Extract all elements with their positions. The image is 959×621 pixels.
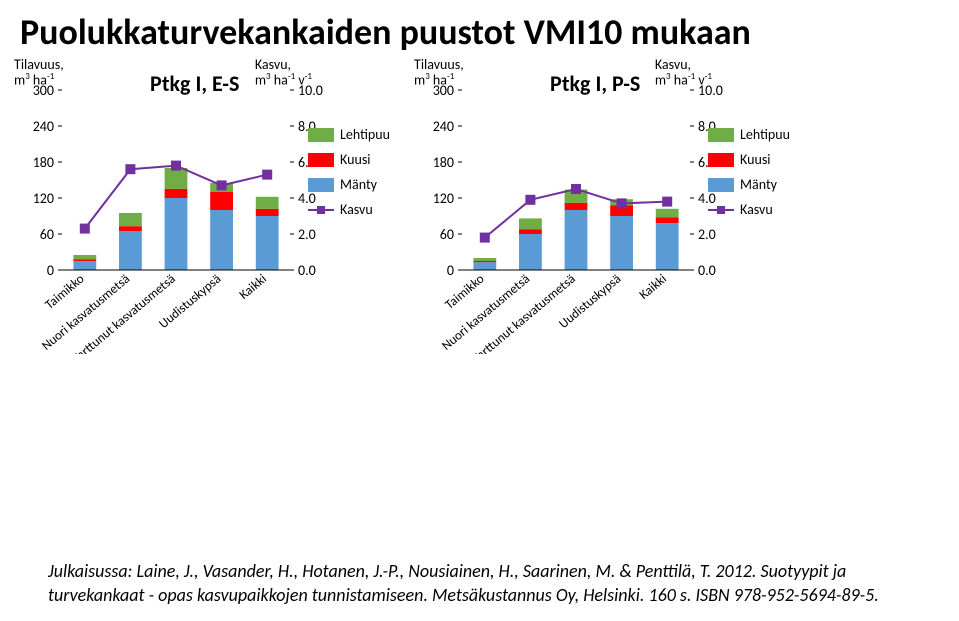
y-right-tick: 2.0 bbox=[298, 226, 316, 243]
bar-segment bbox=[210, 192, 233, 210]
y-right-label: Kasvu,m3 ha-1 v-1 bbox=[255, 58, 312, 88]
y-right-tick: 0.0 bbox=[698, 262, 716, 279]
legend: Lehtipuu Kuusi Mänty Kasvu bbox=[308, 126, 390, 226]
legend: Lehtipuu Kuusi Mänty Kasvu bbox=[708, 126, 790, 226]
bar-segment bbox=[473, 258, 496, 261]
panel-title: Ptkg I, P-S bbox=[550, 70, 640, 97]
y-left-tick: 240 bbox=[33, 118, 54, 135]
kasvu-marker bbox=[171, 161, 181, 171]
bar-segment bbox=[73, 261, 96, 270]
y-left-tick: 120 bbox=[433, 190, 454, 207]
y-left-tick: 180 bbox=[433, 154, 454, 171]
bar-segment bbox=[73, 255, 96, 259]
y-right-tick: 2.0 bbox=[698, 226, 716, 243]
legend-item-manty: Mänty bbox=[308, 176, 390, 193]
bar-segment bbox=[565, 210, 588, 270]
y-right-tick: 0.0 bbox=[298, 262, 316, 279]
y-left-tick: 0 bbox=[47, 262, 54, 279]
bar-segment bbox=[656, 217, 679, 223]
y-left-tick: 240 bbox=[433, 118, 454, 135]
chart-right: Ptkg I, P-STilavuus,m3 ha-1Kasvu,m3 ha-1… bbox=[420, 74, 780, 354]
legend-label: Kasvu bbox=[340, 201, 373, 218]
bar-segment bbox=[256, 209, 279, 216]
bar-segment bbox=[165, 168, 188, 189]
kasvu-marker bbox=[617, 198, 627, 208]
kasvu-marker bbox=[571, 184, 581, 194]
page-title: Puolukkaturvekankaiden puustot VMI10 muk… bbox=[20, 10, 939, 54]
bar-segment bbox=[119, 231, 142, 270]
y-left-tick: 120 bbox=[33, 190, 54, 207]
bar-segment bbox=[565, 203, 588, 210]
kasvu-marker bbox=[217, 180, 227, 190]
legend-label: Mänty bbox=[740, 176, 777, 193]
bar-segment bbox=[519, 234, 542, 270]
legend-label: Kuusi bbox=[340, 151, 370, 168]
bar-segment bbox=[473, 261, 496, 262]
y-left-tick: 0 bbox=[447, 262, 454, 279]
x-label: Kaikki bbox=[237, 272, 270, 303]
chart-left: Ptkg I, E-STilavuus,m3 ha-1Kasvu,m3 ha-1… bbox=[20, 74, 380, 354]
y-left-tick: 60 bbox=[440, 226, 454, 243]
bar-segment bbox=[519, 229, 542, 234]
y-left-label: Tilavuus,m3 ha-1 bbox=[14, 58, 64, 88]
legend-item-manty: Mänty bbox=[708, 176, 790, 193]
citation-text: Julkaisussa: Laine, J., Vasander, H., Ho… bbox=[48, 560, 918, 607]
legend-item-kuusi: Kuusi bbox=[708, 151, 790, 168]
kasvu-marker bbox=[662, 197, 672, 207]
legend-item-lehtipuu: Lehtipuu bbox=[708, 126, 790, 143]
kasvu-marker bbox=[525, 195, 535, 205]
legend-label: Kuusi bbox=[740, 151, 770, 168]
kasvu-marker bbox=[480, 233, 490, 243]
bar-segment bbox=[165, 189, 188, 198]
legend-item-kasvu: Kasvu bbox=[308, 201, 390, 218]
legend-label: Mänty bbox=[340, 176, 377, 193]
kasvu-marker bbox=[125, 164, 135, 174]
bar-segment bbox=[256, 197, 279, 209]
bar-segment bbox=[656, 223, 679, 270]
kasvu-marker bbox=[80, 224, 90, 234]
bar-segment bbox=[119, 226, 142, 231]
y-left-tick: 180 bbox=[33, 154, 54, 171]
legend-label: Lehtipuu bbox=[340, 126, 390, 143]
bar-segment bbox=[610, 216, 633, 270]
bar-segment bbox=[165, 198, 188, 270]
bar-segment bbox=[519, 218, 542, 229]
legend-item-lehtipuu: Lehtipuu bbox=[308, 126, 390, 143]
y-left-tick: 60 bbox=[40, 226, 54, 243]
kasvu-marker bbox=[262, 170, 272, 180]
panel-title: Ptkg I, E-S bbox=[150, 70, 239, 97]
legend-label: Lehtipuu bbox=[740, 126, 790, 143]
bar-segment bbox=[656, 209, 679, 217]
legend-label: Kasvu bbox=[740, 201, 773, 218]
x-label: Kaikki bbox=[637, 272, 670, 303]
bar-segment bbox=[210, 210, 233, 270]
y-right-label: Kasvu,m3 ha-1 v-1 bbox=[655, 58, 712, 88]
legend-item-kuusi: Kuusi bbox=[308, 151, 390, 168]
bar-segment bbox=[73, 259, 96, 261]
bar-segment bbox=[473, 262, 496, 270]
chart-row: Ptkg I, E-STilavuus,m3 ha-1Kasvu,m3 ha-1… bbox=[20, 74, 939, 354]
legend-item-kasvu: Kasvu bbox=[708, 201, 790, 218]
bar-segment bbox=[256, 216, 279, 270]
bar-segment bbox=[119, 213, 142, 226]
y-left-label: Tilavuus,m3 ha-1 bbox=[414, 58, 464, 88]
